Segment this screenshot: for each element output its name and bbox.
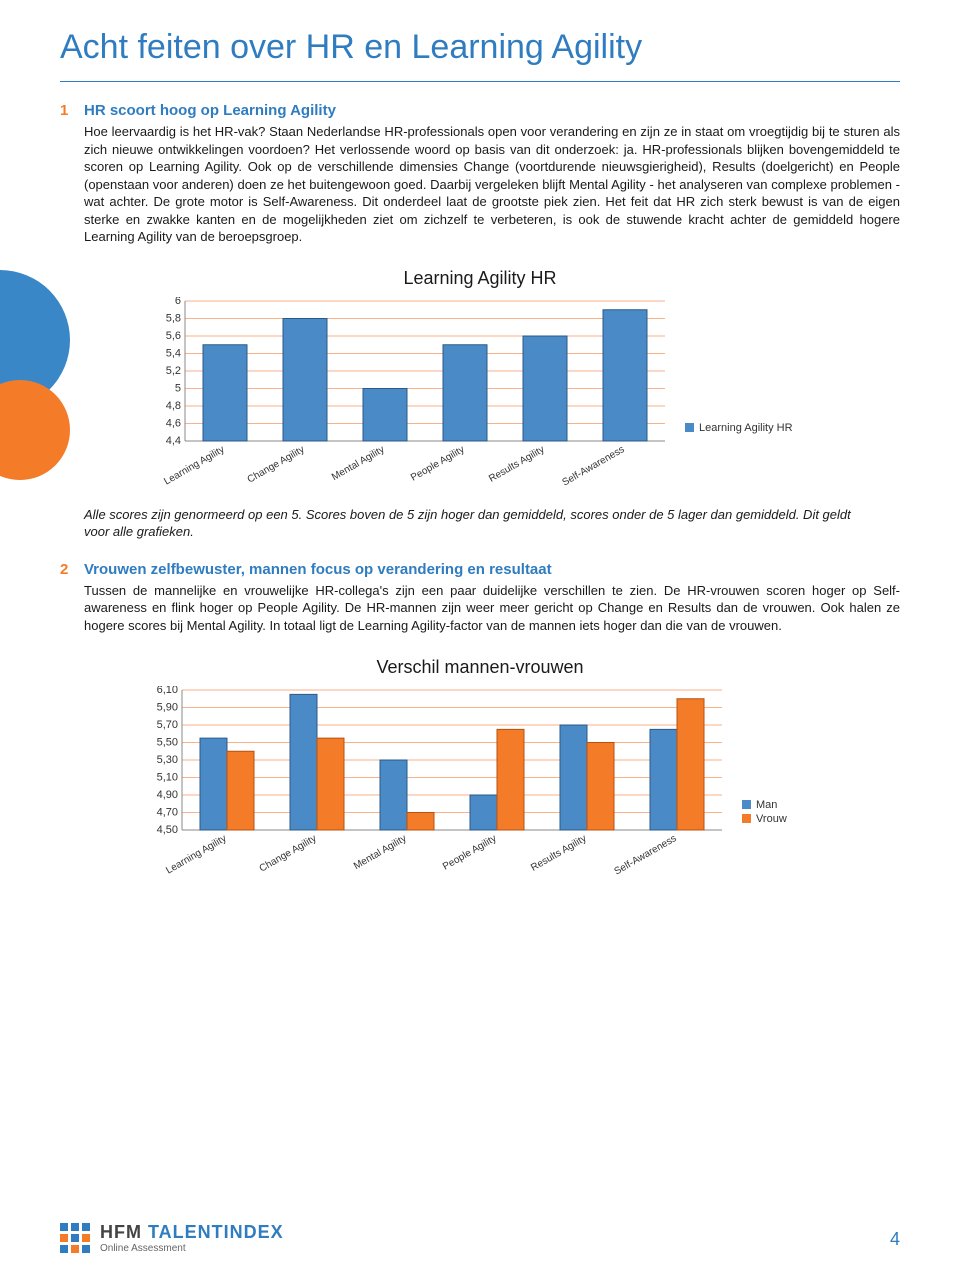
svg-text:Vrouw: Vrouw — [756, 813, 787, 825]
chart-2: 4,50 4,70 4,90 5,10 5,30 5,50 5,70 5,90 6,10 Lear… — [138, 686, 822, 885]
svg-text:5,70: 5,70 — [157, 719, 178, 731]
section-1-body: Hoe leervaardig is het HR-vak? Staan Ned… — [84, 123, 900, 246]
svg-text:Mental Agility: Mental Agility — [330, 444, 387, 483]
svg-text:4,70: 4,70 — [157, 806, 178, 818]
svg-text:5,90: 5,90 — [157, 701, 178, 713]
svg-text:6,10: 6,10 — [157, 686, 178, 696]
svg-text:Change Agility: Change Agility — [246, 444, 307, 485]
svg-text:4,4: 4,4 — [166, 435, 181, 447]
chart-2-title: Verschil mannen-vrouwen — [138, 657, 822, 678]
svg-text:5: 5 — [175, 382, 181, 394]
svg-text:Man: Man — [756, 799, 777, 811]
chart-1-container: Learning Agility HR 4,4 4,6 4,8 5 5,2 5,4 5,6 5… — [145, 268, 815, 496]
svg-text:5,6: 5,6 — [166, 330, 181, 342]
svg-text:5,50: 5,50 — [157, 736, 178, 748]
title-divider — [60, 81, 900, 82]
svg-text:Self-Awareness: Self-Awareness — [561, 444, 627, 488]
svg-text:Results Agility: Results Agility — [529, 833, 588, 874]
logo-text-sub: Online Assessment — [100, 1243, 284, 1254]
logo-text-main: HFM TALENTINDEX — [100, 1222, 284, 1243]
svg-text:5,8: 5,8 — [166, 312, 181, 324]
svg-text:Change Agility: Change Agility — [258, 833, 319, 874]
svg-text:Self-Awareness: Self-Awareness — [613, 833, 679, 877]
section-1: 1 HR scoort hoog op Learning Agility Hoe… — [60, 102, 900, 246]
section-2: 2 Vrouwen zelfbewuster, mannen focus op … — [60, 561, 900, 635]
section-2-title: Vrouwen zelfbewuster, mannen focus op ve… — [84, 561, 552, 578]
chart-note: Alle scores zijn genormeerd op een 5. Sc… — [84, 506, 876, 541]
svg-text:Mental Agility: Mental Agility — [352, 833, 409, 872]
section-2-body: Tussen de mannelijke en vrouwelijke HR-c… — [84, 582, 900, 635]
svg-text:Learning Agility: Learning Agility — [162, 444, 226, 487]
footer-logo: HFM TALENTINDEX Online Assessment — [60, 1222, 284, 1254]
svg-text:5,10: 5,10 — [157, 771, 178, 783]
svg-text:4,8: 4,8 — [166, 400, 181, 412]
svg-text:4,90: 4,90 — [157, 789, 178, 801]
svg-text:4,50: 4,50 — [157, 824, 178, 836]
svg-text:5,4: 5,4 — [166, 347, 181, 359]
svg-text:Learning Agility HR: Learning Agility HR — [699, 422, 793, 434]
svg-text:4,6: 4,6 — [166, 417, 181, 429]
svg-text:5,2: 5,2 — [166, 365, 181, 377]
logo-dots-icon — [60, 1223, 90, 1253]
section-2-number: 2 — [60, 561, 74, 578]
svg-text:People Agility: People Agility — [409, 444, 467, 484]
svg-text:Learning Agility: Learning Agility — [164, 833, 228, 876]
section-1-number: 1 — [60, 102, 74, 119]
chart-1-title: Learning Agility HR — [145, 268, 815, 289]
page-number: 4 — [890, 1229, 900, 1250]
chart-1: 4,4 4,6 4,8 5 5,2 5,4 5,6 5,8 6 Learning Agility C… — [145, 297, 815, 496]
chart-2-container: Verschil mannen-vrouwen 4,50 4,70 4,90 5,10… — [138, 657, 822, 885]
svg-text:5,30: 5,30 — [157, 754, 178, 766]
section-1-title: HR scoort hoog op Learning Agility — [84, 102, 336, 119]
svg-text:6: 6 — [175, 297, 181, 307]
svg-text:Results Agility: Results Agility — [487, 444, 546, 485]
svg-text:People Agility: People Agility — [441, 833, 499, 873]
page-title: Acht feiten over HR en Learning Agility — [60, 28, 900, 67]
